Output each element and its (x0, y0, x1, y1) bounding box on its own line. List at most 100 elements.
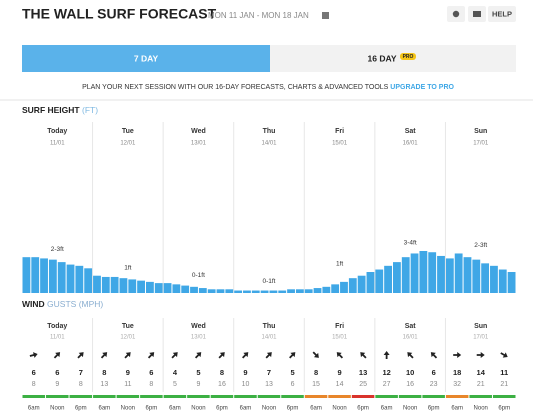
surf-bar (198, 288, 207, 293)
wind-arrow (100, 352, 108, 359)
wind-speed: 9 (126, 368, 130, 377)
surf-bar (128, 279, 137, 293)
time-label: Noon (191, 406, 205, 412)
day-date: 17/01 (473, 335, 489, 341)
surf-bar (295, 289, 304, 293)
wind-speed: 18 (453, 368, 461, 377)
time-label: 6pm (75, 406, 87, 412)
surf-title: SURF HEIGHT (FT) (22, 105, 98, 115)
surf-bar (410, 253, 419, 293)
surf-bar (40, 258, 48, 293)
wind-speed: 6 (55, 368, 59, 377)
wind-arrow (289, 352, 296, 359)
time-label: 6pm (498, 406, 510, 412)
day-name: Fri (335, 128, 344, 135)
surf-bar (207, 289, 216, 293)
wind-speed: 7 (79, 368, 83, 377)
surf-bar (384, 265, 392, 293)
day-date: 14/01 (261, 335, 277, 341)
surf-bar (340, 281, 348, 293)
surf-bar (393, 262, 401, 293)
surf-bar (481, 263, 490, 293)
wind-rating (281, 395, 304, 398)
time-label: 6am (310, 406, 322, 412)
wind-arrow (360, 352, 367, 359)
surf-bar (375, 269, 384, 293)
surf-bar (269, 290, 278, 293)
surf-bar (463, 257, 472, 293)
wind-gust: 13 (265, 381, 273, 388)
wind-gust: 21 (500, 381, 508, 388)
wind-arrow (171, 352, 178, 359)
day-date: 13/01 (191, 335, 207, 341)
tab-16day[interactable] (270, 45, 516, 72)
wind-gust: 5 (173, 381, 177, 388)
wind-rating (469, 395, 492, 398)
surf-unit: (FT) (82, 105, 98, 115)
wind-arrow (242, 352, 249, 359)
day-date: 16/01 (403, 335, 419, 341)
wind-speed: 8 (102, 368, 106, 377)
wind-rating (422, 395, 445, 398)
day-name: Wed (191, 323, 206, 330)
time-label: Noon (121, 406, 135, 412)
wind-speed: 7 (267, 368, 271, 377)
wind-arrow (194, 352, 202, 359)
wind-gust: 8 (32, 381, 36, 388)
surf-bar (445, 258, 454, 293)
help-button[interactable] (488, 6, 516, 22)
wind-arrow (407, 352, 414, 359)
wind-rating (210, 395, 234, 398)
time-label: Noon (262, 406, 276, 412)
surf-bar (234, 290, 243, 293)
wind-gust: 16 (406, 381, 414, 388)
surf-day-label: 0-1ft (192, 272, 205, 279)
day-date: 16/01 (403, 141, 419, 147)
time-label: Noon (403, 406, 417, 412)
wind-speed: 8 (314, 368, 318, 377)
wind-speed: 10 (406, 368, 414, 377)
surf-bar (93, 275, 101, 293)
promo: PLAN YOUR NEXT SESSION WITH OUR 16-DAY F… (82, 84, 454, 91)
time-label: 6pm (146, 406, 158, 412)
time-label: Noon (50, 406, 64, 412)
wind-arrow (124, 352, 131, 359)
surf-bar (31, 257, 40, 293)
surf-bar (304, 289, 313, 293)
wind-rating (492, 395, 516, 398)
surf-bar (216, 289, 225, 293)
wind-title: WIND GUSTS (MPH) (22, 299, 103, 309)
tab-7day[interactable] (22, 45, 270, 72)
wind-arrow (29, 352, 38, 358)
wind-arrow (147, 352, 155, 359)
upgrade-link[interactable]: UPGRADE TO PRO (390, 84, 454, 91)
day-name: Tue (122, 128, 134, 135)
wind-arrow (218, 352, 225, 359)
wind-gust: 15 (312, 381, 320, 388)
surf-bar (190, 286, 198, 293)
wind-rating (328, 395, 351, 398)
surf-bar (225, 289, 234, 293)
help-label: HELP (492, 9, 512, 18)
surf-bar (278, 290, 287, 293)
day-date: 12/01 (120, 141, 136, 147)
wind-speed: 9 (243, 368, 247, 377)
day-name: Sun (474, 128, 487, 135)
day-date: 15/01 (332, 335, 348, 341)
surf-bar (181, 285, 190, 293)
pro-badge (400, 53, 416, 60)
surf-bar (428, 252, 437, 293)
day-name: Today (47, 128, 67, 135)
wind-rating (22, 395, 46, 398)
wind-gust: 10 (242, 381, 250, 388)
day-name: Fri (335, 323, 344, 330)
wind-arrow (53, 352, 61, 359)
wind-arrow (453, 352, 462, 358)
surf-bar (243, 290, 251, 293)
wind-gust: 8 (149, 381, 153, 388)
surf-bar (251, 290, 260, 293)
time-label: 6am (451, 406, 463, 412)
wind-rating (163, 395, 187, 398)
print-icon (473, 11, 481, 17)
